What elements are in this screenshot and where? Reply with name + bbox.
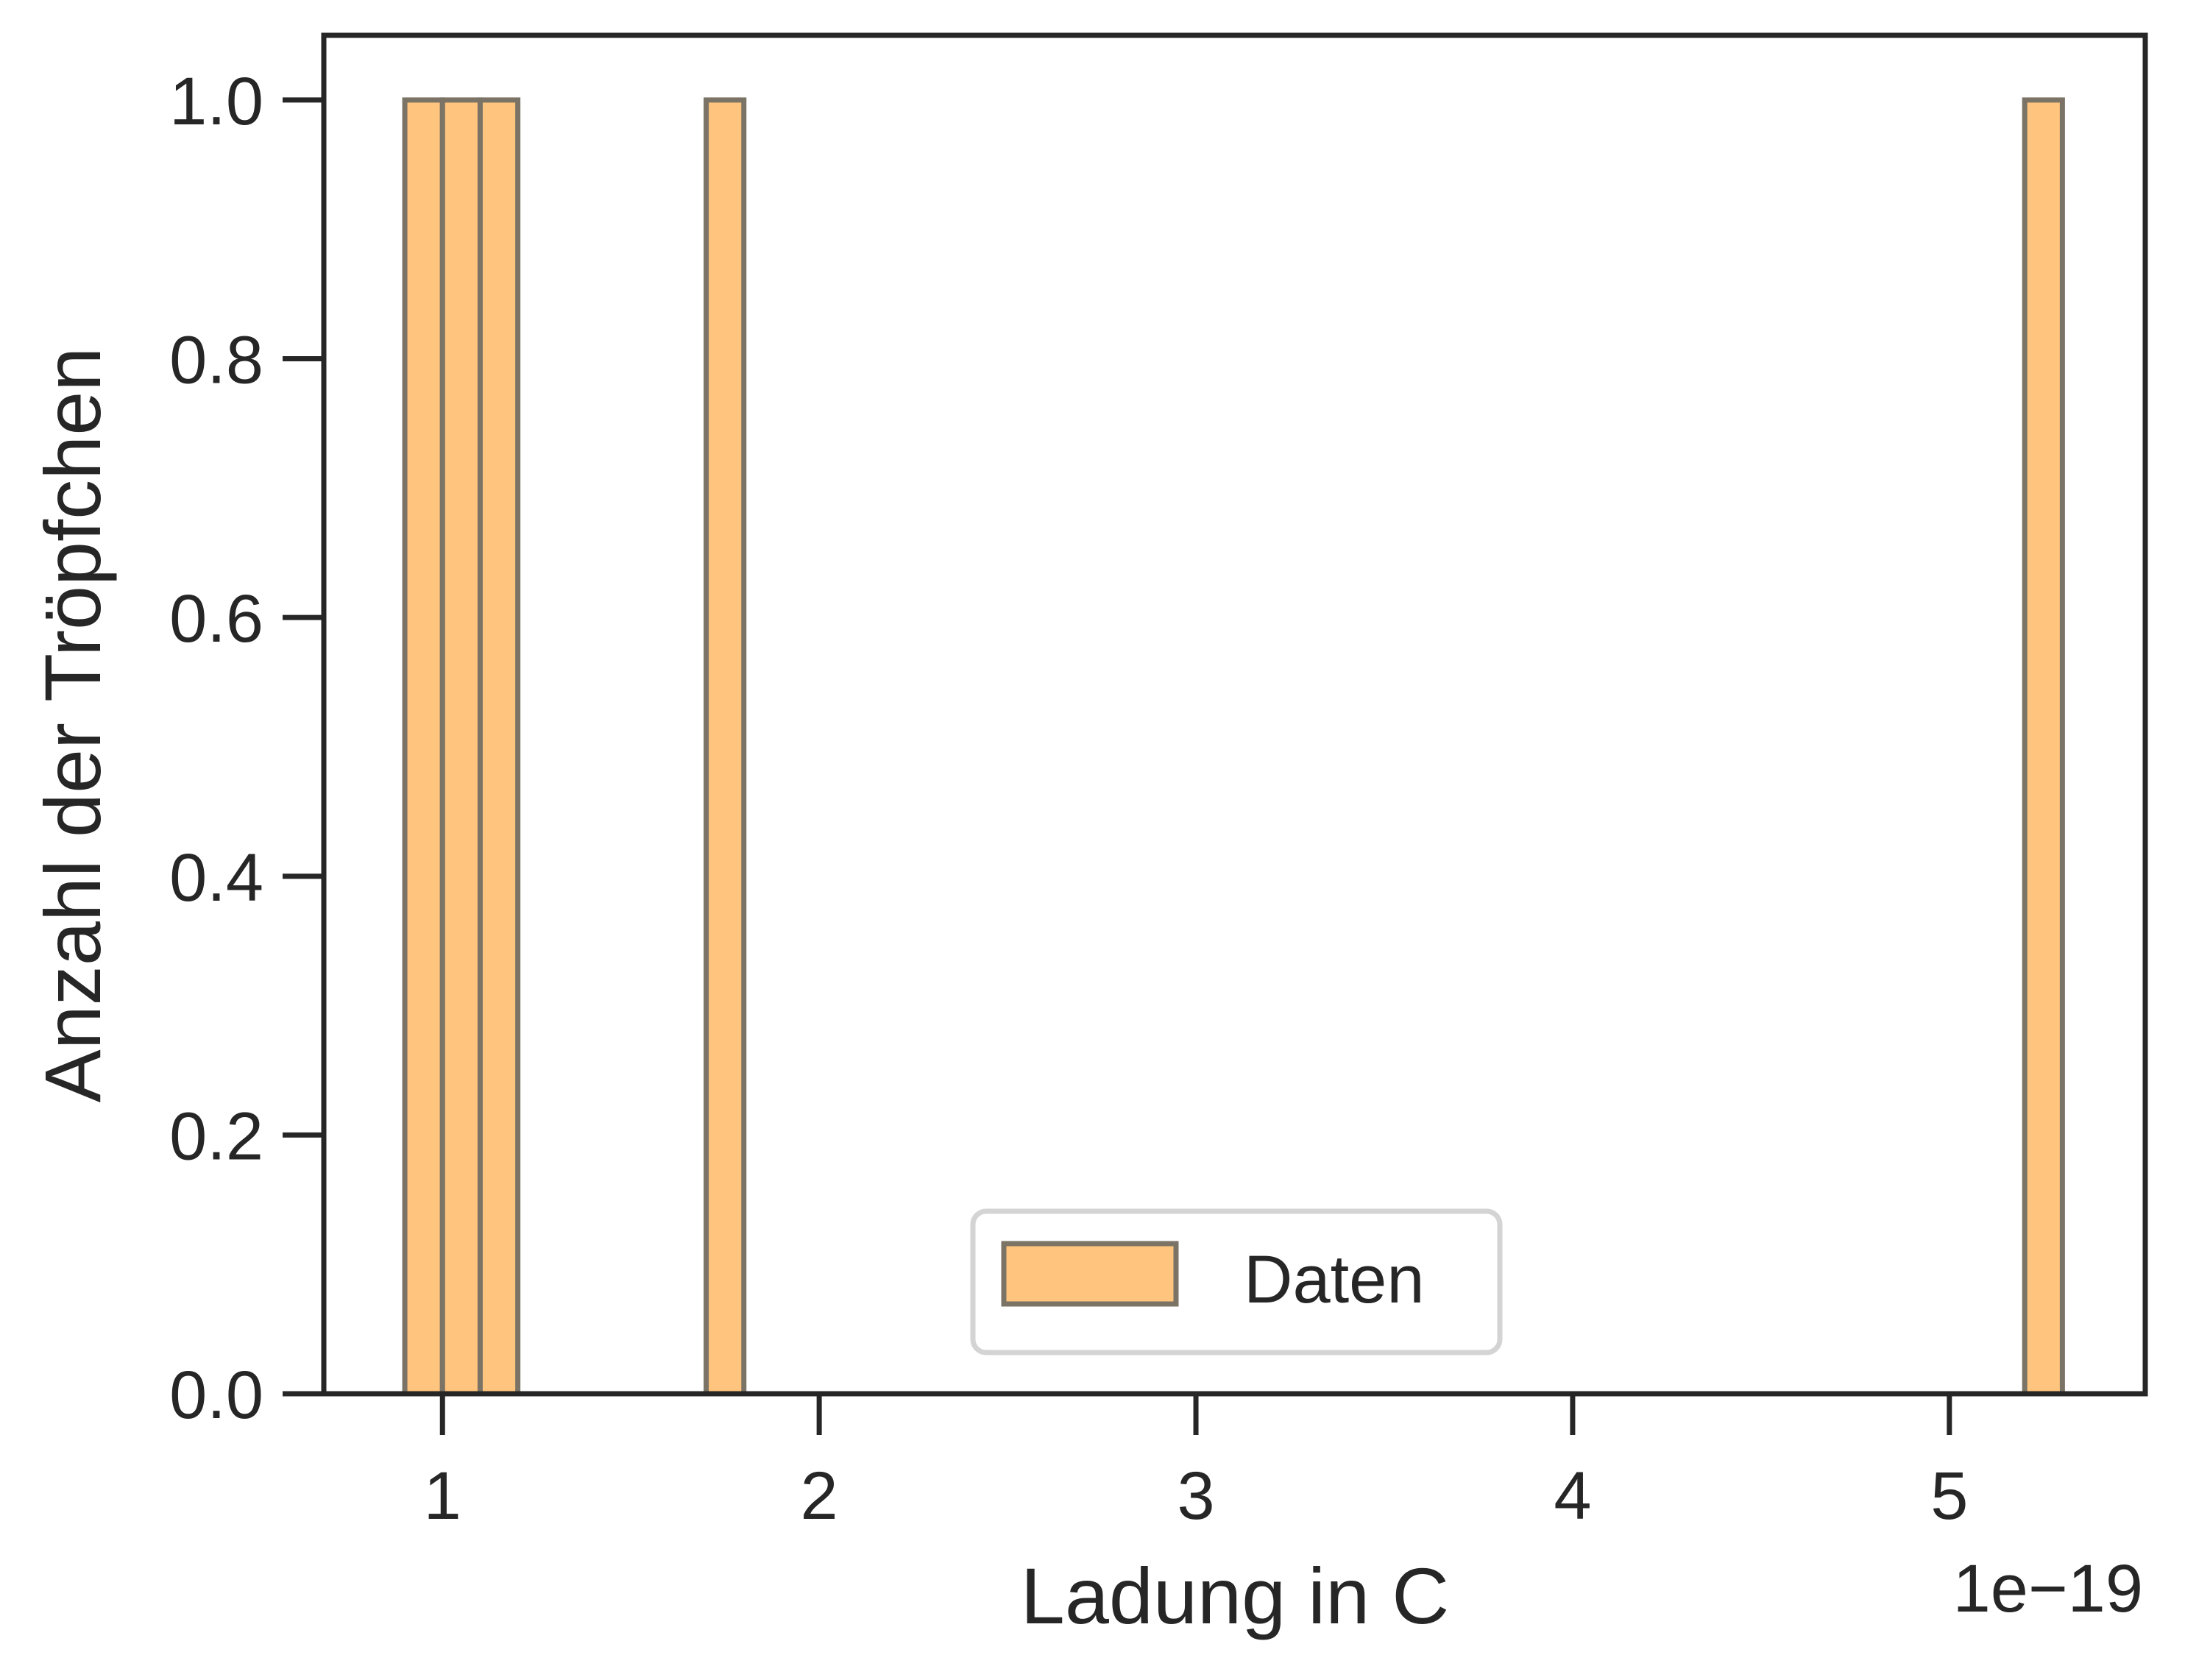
y-tick-label: 0.0 (169, 1358, 263, 1433)
x-tick-label: 3 (1177, 1459, 1214, 1534)
x-axis-ticks: 1 2 3 4 5 (424, 1394, 1968, 1534)
x-tick-label: 2 (801, 1459, 838, 1534)
y-tick-label: 0.4 (169, 840, 263, 915)
legend-swatch (1001, 1241, 1179, 1307)
bars-group (402, 97, 2065, 1397)
y-axis-ticks: 0.0 0.2 0.4 0.6 0.8 1.0 (169, 64, 324, 1433)
x-axis-label: Ladung in C (1021, 1551, 1449, 1640)
y-axis-label: Anzahl der Tröpfchen (28, 347, 117, 1103)
x-tick-label: 4 (1554, 1459, 1591, 1534)
y-tick-label: 0.2 (169, 1099, 263, 1174)
histogram-bar-1 (402, 97, 445, 1397)
x-tick-label: 5 (1930, 1459, 1968, 1534)
y-tick-label: 0.6 (169, 581, 263, 656)
histogram-bar-2 (439, 97, 483, 1397)
legend-entry-daten: Daten (1244, 1242, 1425, 1317)
histogram-bar-4 (704, 97, 747, 1397)
legend: Daten (970, 1208, 1503, 1355)
plot-frame (321, 32, 2148, 1397)
y-tick-label: 0.8 (169, 323, 263, 398)
y-tick-label: 1.0 (169, 64, 263, 139)
histogram-bar-3 (477, 97, 521, 1397)
x-tick-label: 1 (424, 1459, 461, 1534)
x-axis-offset-label: 1e−19 (1953, 1551, 2143, 1626)
histogram-bar-5 (2022, 97, 2065, 1397)
